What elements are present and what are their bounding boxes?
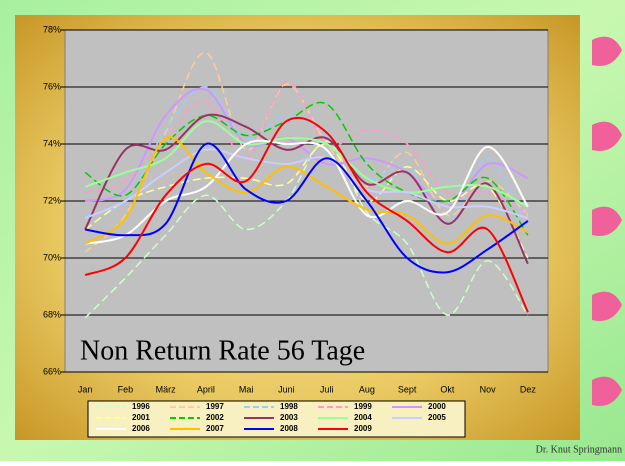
x-tick-label: Dez xyxy=(520,384,537,394)
annotation: Non Return Rate 56 Tage xyxy=(80,335,365,366)
x-tick-label: Sept xyxy=(398,384,417,394)
x-tick-label: März xyxy=(156,384,176,394)
x-tick-label: Aug xyxy=(359,384,375,394)
legend-label: 2002 xyxy=(206,413,224,422)
legend-label: 1998 xyxy=(280,402,298,411)
series-line xyxy=(84,136,529,245)
legend-label: 1996 xyxy=(132,402,150,411)
x-tick-label: Juli xyxy=(320,384,334,394)
x-tick-label: Okt xyxy=(440,384,455,394)
series-line xyxy=(84,101,529,236)
legend-label: 2009 xyxy=(354,424,372,433)
legend-label: 2006 xyxy=(132,424,150,433)
y-tick-label: 70% xyxy=(43,252,61,262)
y-tick-label: 78% xyxy=(43,24,61,34)
legend-label: 1997 xyxy=(206,402,224,411)
series-line xyxy=(84,86,529,230)
legend-label: 2000 xyxy=(428,402,446,411)
decoration xyxy=(592,36,622,406)
x-tick-label: Jan xyxy=(78,384,93,394)
x-tick-label: Mai xyxy=(239,384,254,394)
series-line xyxy=(84,52,529,253)
x-tick-label: Feb xyxy=(118,384,134,394)
x-tick-label: Juni xyxy=(278,384,295,394)
legend-label: 2005 xyxy=(428,413,446,422)
y-tick-label: 74% xyxy=(43,138,61,148)
y-tick-label: 68% xyxy=(43,309,61,319)
series-line xyxy=(84,120,529,208)
series-line xyxy=(84,148,529,220)
legend-label: 2003 xyxy=(280,413,298,422)
legend-label: 2007 xyxy=(206,424,224,433)
legend-label: 2001 xyxy=(132,413,150,422)
legend-label: 2008 xyxy=(280,424,298,433)
series-line xyxy=(84,142,529,274)
legend-label: 2004 xyxy=(354,413,372,422)
y-tick-label: 72% xyxy=(43,195,61,205)
x-tick-label: April xyxy=(197,384,215,394)
series-line xyxy=(84,139,529,245)
series-line xyxy=(84,140,529,319)
legend-label: 1999 xyxy=(354,402,372,411)
author: Dr. Knut Springmann xyxy=(536,444,622,455)
y-tick-label: 76% xyxy=(43,81,61,91)
series-line xyxy=(84,87,529,208)
series-line xyxy=(84,116,529,313)
x-tick-label: Nov xyxy=(480,384,497,394)
y-tick-label: 66% xyxy=(43,366,61,376)
